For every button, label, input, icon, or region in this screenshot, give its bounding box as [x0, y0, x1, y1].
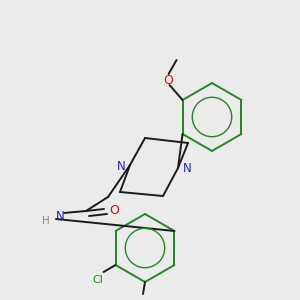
Text: O: O: [109, 205, 119, 218]
Text: N: N: [183, 163, 191, 176]
Text: O: O: [164, 74, 173, 86]
Text: N: N: [117, 160, 125, 172]
Text: Cl: Cl: [92, 275, 103, 285]
Text: H: H: [42, 216, 50, 226]
Text: N: N: [56, 211, 64, 224]
